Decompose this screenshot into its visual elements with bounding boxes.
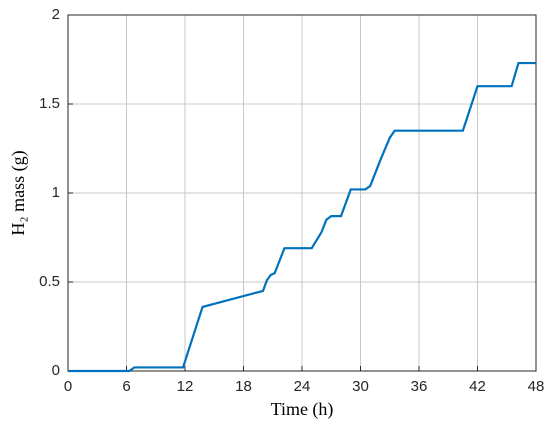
x-tick-label: 24: [294, 378, 311, 395]
x-tick-label: 0: [64, 378, 72, 395]
y-tick-label: 0.5: [39, 273, 60, 290]
x-tick-label: 12: [177, 378, 194, 395]
y-axis-label: H₂ mass (g): [8, 150, 29, 235]
axes-box: [67, 14, 537, 372]
x-tick-label: 42: [469, 378, 486, 395]
x-tick-label: 18: [235, 378, 252, 395]
data-line: [68, 61, 536, 373]
x-tick-label: 48: [528, 378, 545, 395]
x-tick-label: 36: [411, 378, 428, 395]
x-axis-label: Time (h): [271, 399, 334, 420]
y-tick-label: 1: [52, 184, 60, 201]
y-tick-label: 2: [52, 6, 60, 23]
x-tick-label: 6: [122, 378, 130, 395]
y-tick-label: 0: [52, 362, 60, 379]
x-tick-label: 30: [352, 378, 369, 395]
y-tick-label: 1.5: [39, 95, 60, 112]
